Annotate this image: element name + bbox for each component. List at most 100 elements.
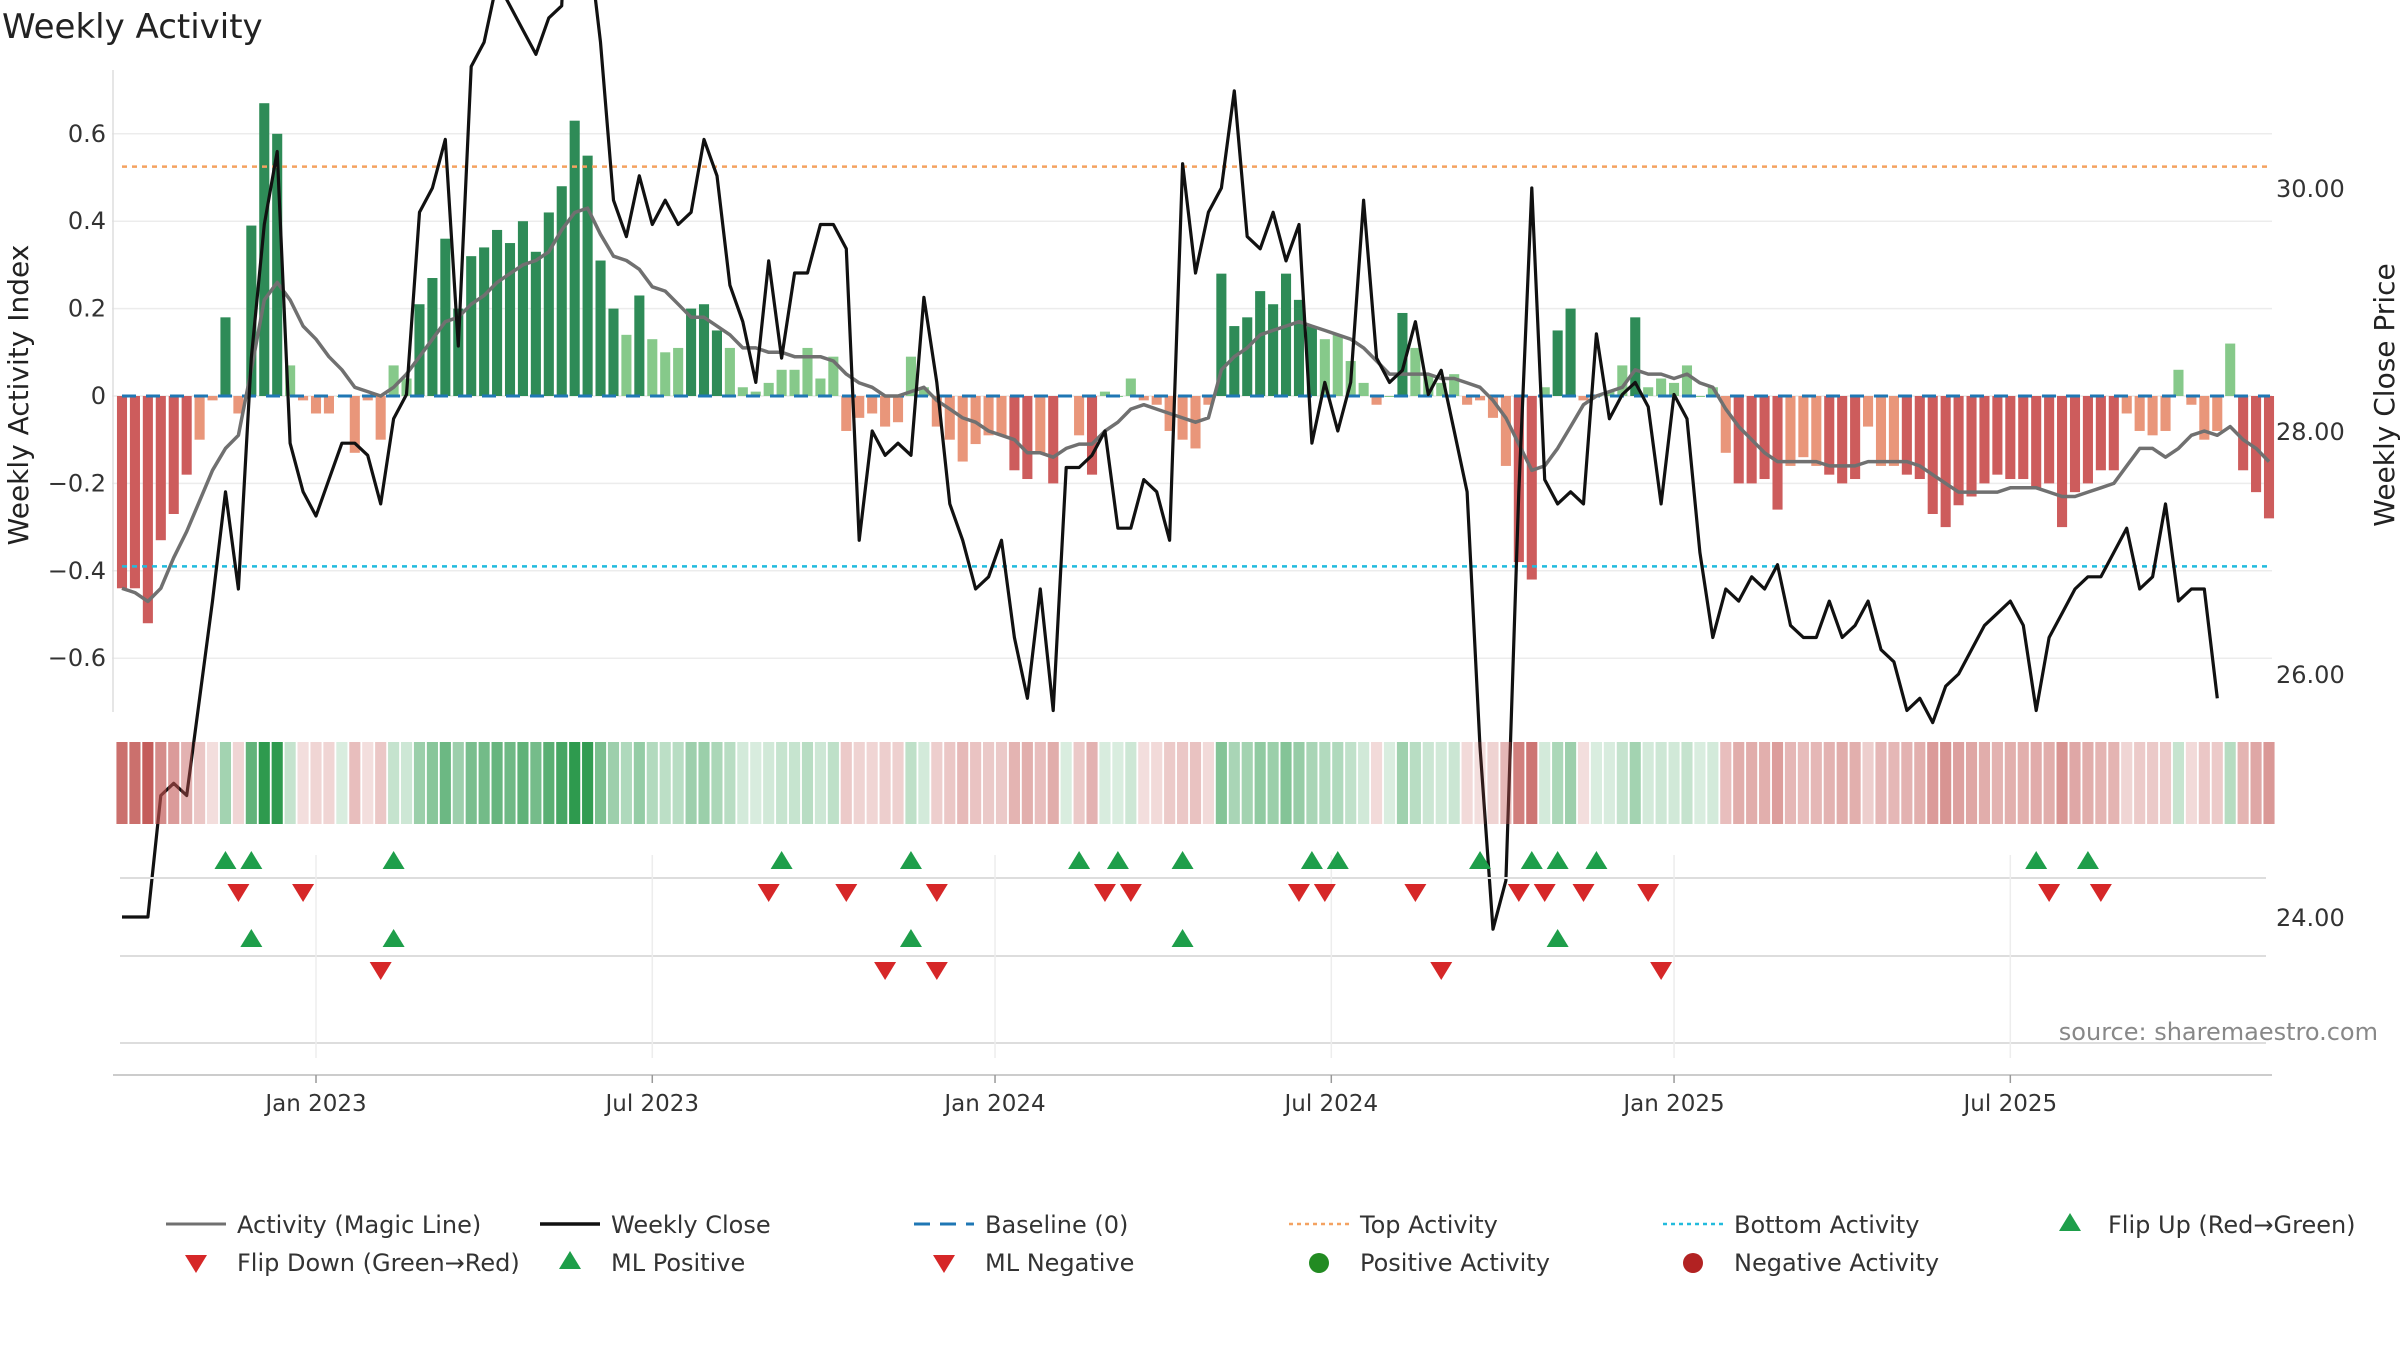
activity-bar [1656,378,1667,396]
flip-down-marker [1572,884,1595,902]
heat-cell [284,742,296,824]
heat-cell [439,742,451,824]
activity-bar [1138,396,1149,401]
activity-bar [362,396,373,401]
activity-bar [634,295,645,396]
activity-bar [375,396,386,440]
activity-bar [1875,396,1887,466]
activity-bar [711,330,722,396]
activity-bar [1242,317,1253,396]
heat-cell [620,742,632,824]
heat-cell [2237,742,2249,824]
legend-item-magic-line: Activity (Magic Line) [166,1211,481,1239]
heat-cell [1151,742,1163,824]
heat-cell [1991,742,2003,824]
heat-cell [944,742,956,824]
heat-cell [1642,742,1654,824]
activity-bar [867,396,878,414]
flip-up-marker [1546,851,1569,869]
activity-bar [388,365,399,396]
legend-item-baseline: Baseline (0) [914,1211,1128,1239]
legend-item-ml-positive: ML Positive [559,1249,745,1277]
heat-cell [1836,742,1848,824]
activity-bar [815,378,826,396]
flip-down-marker [2038,884,2061,902]
activity-bar [129,396,140,589]
heat-cell [1358,742,1370,824]
heat-cell [1565,742,1577,824]
axes: 0.60.40.20−0.2−0.4−0.632.0030.0028.0026.… [48,70,2345,932]
heat-cell [2069,742,2081,824]
heat-cell [1073,742,1085,824]
heat-cell [1034,742,1046,824]
activity-bar [168,396,179,514]
activity-bar [2173,369,2184,396]
legend-label: Positive Activity [1360,1249,1550,1277]
left-tick-label: −0.6 [48,644,106,672]
heat-cell [168,742,180,824]
activity-bar [479,247,490,396]
activity-bar [1384,396,1395,397]
activity-bar [983,396,994,436]
heat-cell [594,742,607,824]
legend-item-ml-negative: ML Negative [933,1249,1134,1277]
legend-label: Weekly Close [611,1211,771,1239]
activity-bar [1436,382,1447,396]
heat-cell [982,742,995,824]
heat-cell [1707,742,1719,824]
activity-bar [569,120,580,396]
flip-up-marker [1106,851,1129,869]
heat-cell [814,742,826,824]
activity-bar [2044,396,2055,484]
heat-cell [1435,742,1447,824]
activity-bar [181,396,192,475]
activity-bar [1914,396,1925,480]
activity-bar [1449,374,1460,396]
ml-positive-marker [899,929,922,947]
dot-icon [1683,1253,1703,1273]
flip-up-marker [1068,851,1091,869]
heat-cell [1746,742,1758,824]
legend-item-weekly-close: Weekly Close [540,1211,771,1239]
heat-cell [1215,742,1227,824]
ml-negative-marker [1430,962,1453,980]
left-tick-label: 0 [91,382,106,410]
activity-bars [116,103,2275,624]
heat-cell [2108,742,2120,824]
heat-cell [206,742,219,824]
activity-bar [2082,396,2093,484]
activity-bar [1074,396,1085,436]
flip-up-marker [770,851,793,869]
heat-cell [957,742,969,824]
activity-bar [1552,330,1563,396]
heat-cell [801,742,814,824]
legend-label: Flip Up (Red→Green) [2108,1211,2356,1239]
legend-label: Activity (Magic Line) [237,1211,481,1239]
activity-bar [737,387,748,396]
activity-bar [1979,396,1990,484]
activity-bar [1332,334,1343,396]
activity-bar [1888,396,1899,466]
heat-cell [1396,742,1409,824]
heat-cell [1526,742,1538,824]
activity-bar [323,396,334,414]
flip-up-marker [1171,851,1194,869]
activity-bar [142,396,153,624]
heat-cell [1965,742,1978,824]
activity-bar [1630,317,1641,396]
heat-cell [478,742,490,824]
heat-cell [1422,742,1434,824]
heat-cell [2056,742,2068,824]
activity-bar [1720,396,1731,453]
heat-cell [853,742,865,824]
heat-cell [711,742,723,824]
activity-bar [116,396,128,589]
left-tick-label: 0.6 [68,120,106,148]
heat-cell [2211,742,2223,824]
heat-cell [310,742,322,824]
heat-cell [400,742,413,824]
signal-panel [120,851,2266,1058]
heat-cell [232,742,244,824]
activity-bar [698,304,710,396]
heat-cell [297,742,309,824]
